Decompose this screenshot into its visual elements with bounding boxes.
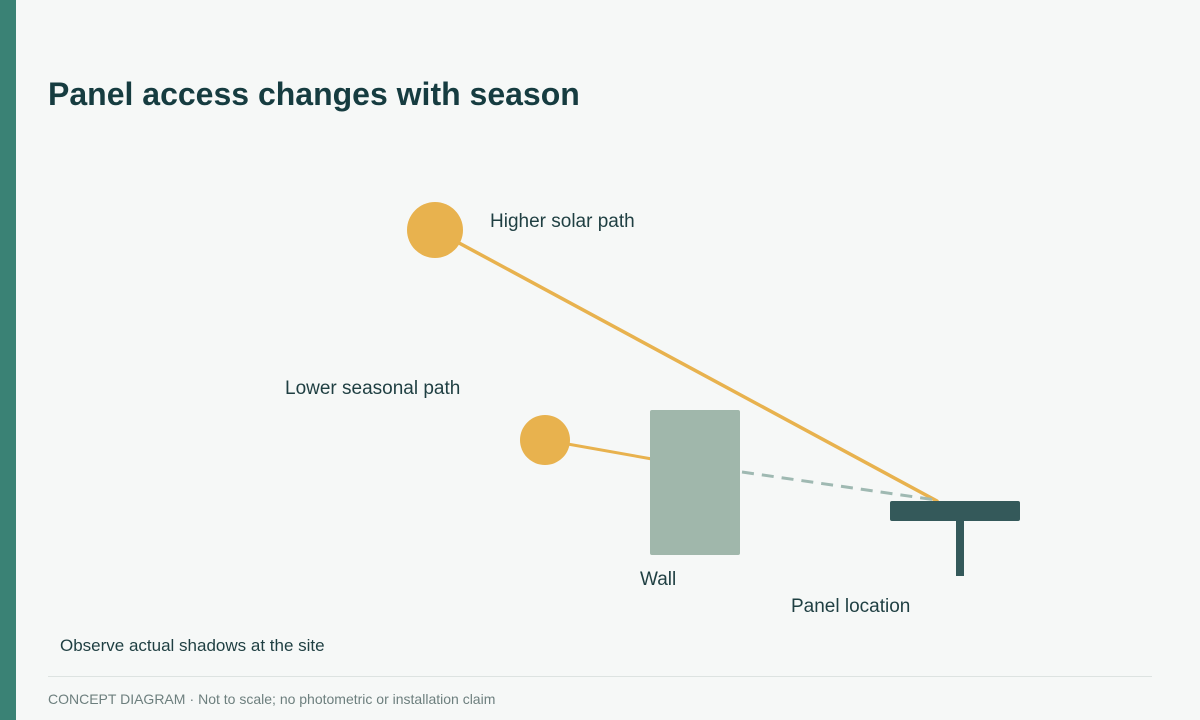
accent-bar	[0, 0, 16, 720]
higher-path-label: Higher solar path	[490, 211, 635, 232]
footer: CONCEPT DIAGRAM · Not to scale; no photome…	[48, 690, 495, 708]
panel-post	[956, 521, 964, 576]
lower-sun-icon	[520, 415, 570, 465]
wall-block	[650, 410, 740, 555]
higher-solar-ray	[433, 228, 939, 503]
footer-disclaimer: Not to scale; no photometric or installa…	[198, 691, 496, 707]
footer-tag: CONCEPT DIAGRAM	[48, 691, 186, 707]
wall-label: Wall	[640, 569, 676, 590]
blocked-ray	[741, 470, 937, 502]
lower-path-label: Lower seasonal path	[285, 378, 460, 399]
site-note: Observe actual shadows at the site	[60, 636, 325, 655]
panel-surface	[890, 501, 1020, 521]
page-title: Panel access changes with season	[48, 76, 580, 112]
footer-divider	[48, 676, 1152, 677]
footer-separator: ·	[189, 691, 195, 707]
panel-label: Panel location	[791, 596, 910, 617]
higher-sun-icon	[407, 202, 463, 258]
